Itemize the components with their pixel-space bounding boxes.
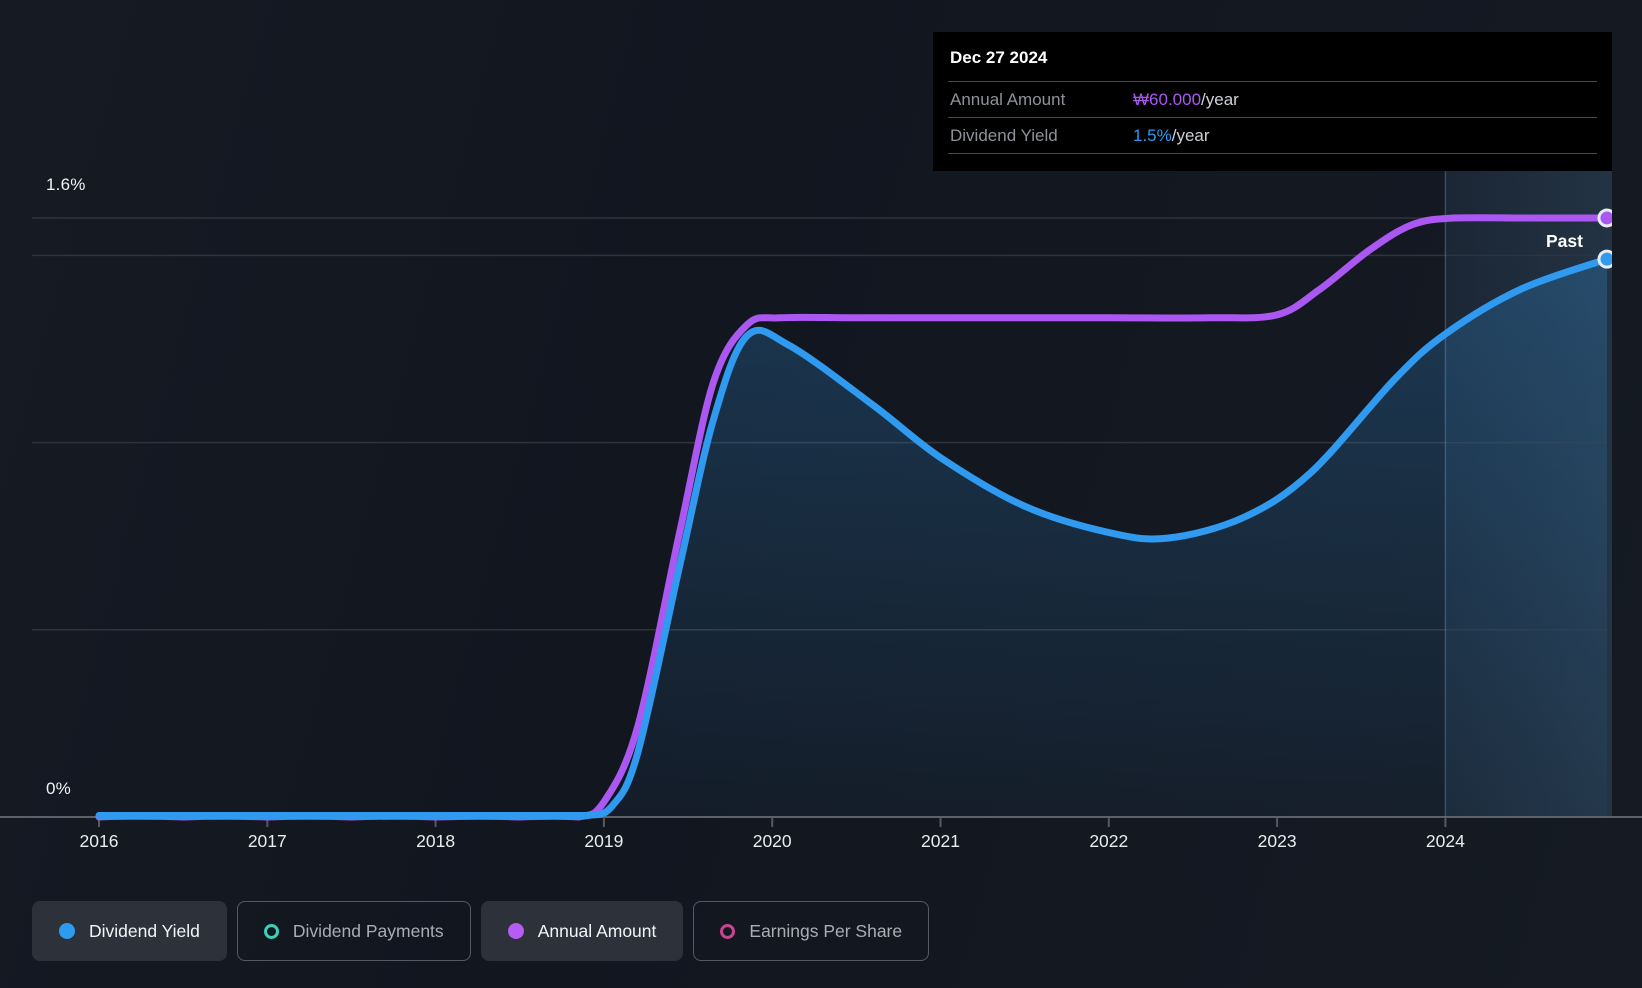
dividend-yield-dot-icon <box>59 923 75 939</box>
tooltip-divider <box>948 153 1597 154</box>
legend-label: Annual Amount <box>537 920 657 941</box>
legend-label: Earnings Per Share <box>749 920 903 941</box>
tooltip-row-annual-amount: Annual Amount ₩60.000/year <box>933 82 1612 117</box>
tooltip-divider <box>948 117 1597 118</box>
legend: Dividend Yield Dividend Payments Annual … <box>32 901 930 961</box>
dividend-yield-area <box>99 259 1607 818</box>
x-axis-label: 2021 <box>921 831 960 851</box>
earnings-per-share-ring-icon <box>720 923 736 939</box>
tooltip-divider <box>948 81 1597 82</box>
x-axis-label: 2017 <box>247 831 287 851</box>
legend-item-dividend-yield[interactable]: Dividend Yield <box>32 901 227 961</box>
annual-amount-dot-icon <box>507 923 524 939</box>
dividend-yield-line <box>95 255 1611 820</box>
legend-label: Dividend Payments <box>292 920 444 941</box>
chart-tooltip: Dec 27 2024 Annual Amount ₩60.000/year D… <box>933 32 1612 171</box>
past-region-label: Past <box>1546 231 1583 251</box>
tooltip-row-dividend-yield: Dividend Yield 1.5%/year <box>933 118 1612 153</box>
legend-item-annual-amount[interactable]: Annual Amount <box>480 901 684 961</box>
y-axis-min-label: 0% <box>46 779 71 798</box>
y-axis-max-label: 1.6% <box>46 175 86 194</box>
x-axis-label: 2024 <box>1425 831 1465 851</box>
tooltip-date: Dec 27 2024 <box>950 48 1048 67</box>
x-axis-label: 2016 <box>79 831 119 851</box>
x-axis-label: 2019 <box>584 831 624 851</box>
tooltip-label: Dividend Yield <box>950 126 1058 145</box>
tooltip-value: 1.5%/year <box>1133 126 1210 145</box>
x-axis-label: 2022 <box>1089 831 1129 851</box>
tooltip-label: Annual Amount <box>950 90 1066 109</box>
x-axis-label: 2023 <box>1257 831 1297 851</box>
tooltip-value: ₩60.000/year <box>1133 90 1239 109</box>
annual-amount-endpoint-marker <box>1597 208 1612 228</box>
x-axis-label: 2020 <box>752 831 792 851</box>
legend-item-earnings-per-share[interactable]: Earnings Per Share <box>693 901 930 961</box>
legend-label: Dividend Yield <box>89 920 200 941</box>
dividend-yield-endpoint-marker <box>1597 249 1612 269</box>
x-axis-label: 2018 <box>416 831 456 851</box>
legend-item-dividend-payments[interactable]: Dividend Payments <box>236 901 471 961</box>
dividend-payments-ring-icon <box>263 923 279 939</box>
